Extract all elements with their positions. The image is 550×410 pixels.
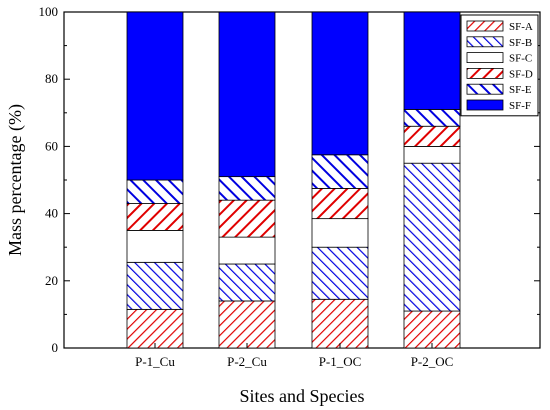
y-tick-label: 100 [39,4,59,19]
bar-sf-b-p-1_cu [126,261,184,310]
bar-sf-b-p-2_cu [218,263,276,302]
y-tick-label: 60 [45,138,58,153]
bar-sf-f-p-2_oc [403,11,461,110]
legend-label-sf-b: SF-B [509,37,532,49]
bar-sf-d-p-1_oc [311,187,369,220]
bar-sf-b-p-1_oc [311,246,369,300]
x-tick-label: P-1_Cu [135,354,175,369]
legend-label-sf-f: SF-F [509,100,531,112]
x-tick-label: P-2_Cu [227,354,267,369]
bar-sf-f-p-1_oc [311,11,369,156]
x-axis-title: Sites and Species [240,386,365,406]
bar-sf-a-p-2_cu [218,300,276,349]
legend-swatch-sf-f [466,99,504,111]
bars-group [126,11,461,349]
legend-swatch-sf-e [466,83,504,95]
bar-sf-c-p-2_oc [403,145,461,164]
bar-sf-e-p-1_cu [126,179,184,204]
legend-swatch-sf-c [466,52,504,63]
y-tick-label: 80 [45,71,58,86]
y-tick-label: 40 [45,206,58,221]
bar-sf-e-p-2_cu [218,176,276,201]
y-tick-label: 0 [52,340,59,355]
bar-sf-c-p-2_cu [218,236,276,265]
bar-sf-a-p-1_oc [311,298,369,349]
x-axis: P-1_Cu P-2_Cu P-1_OC P-2_OC [135,343,453,369]
legend-label-sf-d: SF-D [509,68,533,80]
bar-sf-a-p-2_oc [403,310,461,349]
bar-sf-d-p-2_cu [218,199,276,238]
bar-sf-f-p-2_cu [218,11,276,178]
legend: SF-A SF-B SF-C SF-D SF-E SF-F [460,14,539,117]
bar-sf-d-p-2_oc [403,125,461,147]
legend-label-sf-c: SF-C [509,53,532,65]
bar-sf-c-p-1_cu [126,229,184,263]
bar-sf-e-p-2_oc [403,109,461,127]
legend-label-sf-a: SF-A [509,21,533,33]
legend-swatch-sf-a [466,20,504,32]
y-axis-title: Mass percentage (%) [5,104,26,256]
bar-sf-e-p-1_oc [311,154,369,189]
legend-swatch-sf-d [466,68,504,79]
bar-sf-c-p-1_oc [311,218,369,248]
y-axis: 0 20 40 60 80 100 [39,4,540,355]
x-tick-label: P-2_OC [411,354,454,369]
bar-sf-b-p-2_oc [403,162,461,312]
bar-sf-d-p-1_cu [126,203,184,231]
legend-swatch-sf-b [466,36,504,48]
y-tick-label: 20 [45,273,58,288]
bar-sf-a-p-1_cu [126,308,184,349]
legend-label-sf-e: SF-E [509,84,532,96]
x-tick-label: P-1_OC [319,354,362,369]
bar-sf-f-p-1_cu [126,11,184,181]
legend-box [460,14,539,117]
